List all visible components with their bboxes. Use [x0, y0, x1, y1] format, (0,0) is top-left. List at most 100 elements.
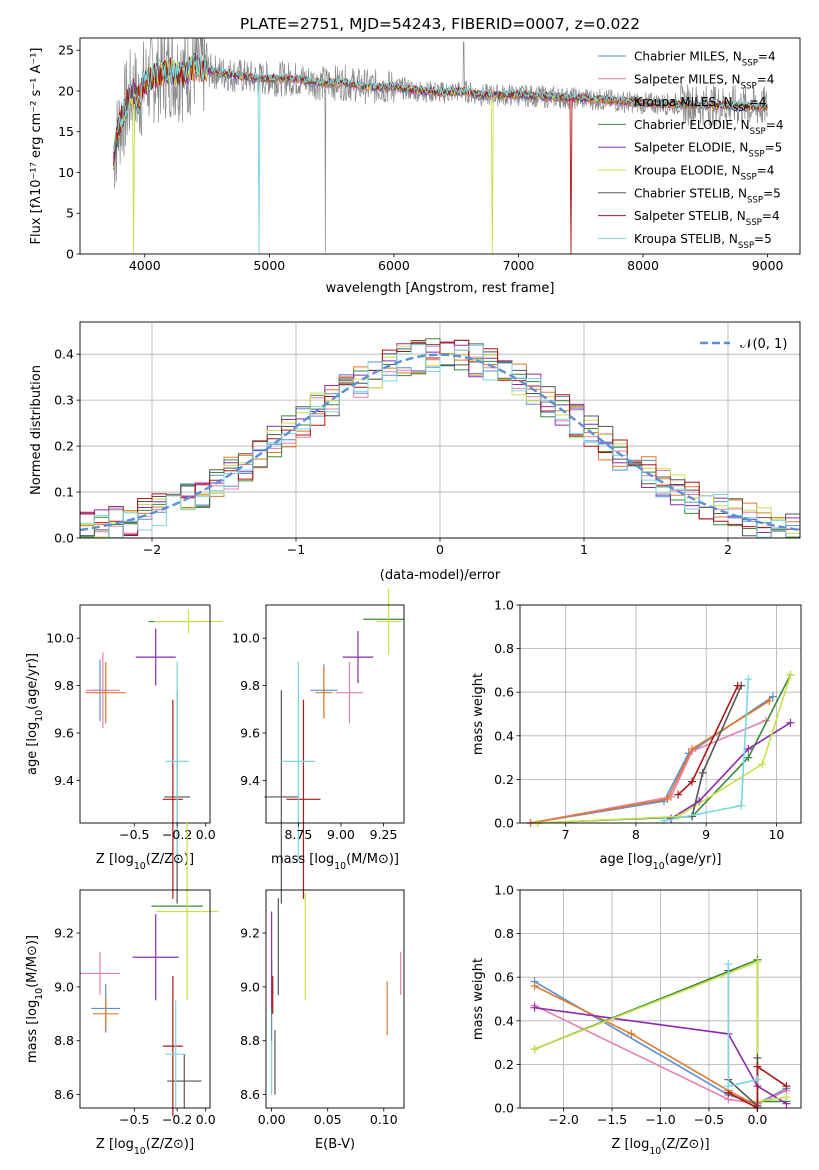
x-tick-label: 5000 — [253, 258, 285, 273]
error-bar-point — [154, 609, 223, 634]
error-bar-point — [264, 690, 299, 904]
mass-vs-ebv-axes-frame — [265, 889, 405, 1109]
spectrum-axes-plot — [113, 38, 768, 254]
error-bar-point — [135, 628, 176, 686]
error-bar-point — [315, 666, 333, 719]
x-tick-label: 0.10 — [370, 1112, 398, 1127]
x-tick-label: −1.5 — [597, 1112, 627, 1127]
error-bar-point — [132, 914, 179, 1001]
y-tick-label: 0.3 — [54, 393, 74, 408]
y-axis-label: Flux [fλ10⁻¹⁷ erg cm⁻² s⁻¹ A⁻¹] — [29, 48, 44, 245]
series-line-chabrier-miles — [534, 980, 787, 1105]
x-axis-label: wavelength [Angstrom, rest frame] — [326, 281, 555, 296]
plus-marker — [530, 1003, 539, 1012]
y-tick-label: 9.4 — [240, 773, 260, 788]
plus-marker — [737, 801, 746, 810]
error-bar-point — [281, 661, 316, 861]
y-tick-label: 9.0 — [240, 979, 260, 994]
x-tick-label: 2 — [724, 542, 732, 557]
y-tick-label: 8.6 — [240, 1087, 260, 1102]
plus-marker — [660, 816, 669, 825]
mass-weight-vs-age-axes-grid — [520, 604, 801, 824]
y-tick-label: 9.8 — [54, 678, 74, 693]
x-tick-label: 9.25 — [370, 827, 398, 842]
series-line-kroupa-stelib — [727, 964, 758, 1088]
error-bar-point — [92, 997, 119, 1030]
x-tick-label: 10 — [768, 827, 784, 842]
x-axis-label: Z [log10(Z/Z⊙)] — [96, 1137, 194, 1157]
mass-vs-z-axes-frame — [79, 889, 211, 1109]
x-tick-label: −0.5 — [694, 1112, 724, 1127]
histogram-axes-plot — [80, 338, 800, 538]
age-vs-mass-axes-plot — [264, 588, 404, 904]
spectrum-legend: Chabrier MILES, NSSP=4 Salpeter MILES, NS… — [598, 50, 783, 251]
x-tick-label: −0.5 — [119, 1112, 149, 1127]
y-axis-label: age [log10(age/yr)] — [25, 653, 45, 775]
y-tick-label: 9.6 — [240, 725, 260, 740]
mass-weight-vs-age-axes: 7 8 9 10 0.0 0.2 0.4 0.6 0.8 1.0 age [log10(age/yr… — [471, 598, 802, 872]
mass-vs-ebv-axes: 0.00 0.05 0.10 8.6 8.8 9.0 9.2 E(B-V) — [240, 889, 405, 1152]
x-tick-label: 9.00 — [327, 827, 355, 842]
x-tick-label: 0.0 — [196, 1112, 216, 1127]
x-tick-label: 7000 — [503, 258, 535, 273]
plus-marker — [744, 744, 753, 753]
plus-marker — [724, 1082, 733, 1091]
error-bar-point — [80, 951, 120, 995]
series-line-salpeter-elodie — [534, 1006, 787, 1105]
y-tick-label: 0.0 — [494, 1101, 514, 1116]
x-tick-label: 8.75 — [284, 827, 312, 842]
plus-marker — [768, 692, 777, 701]
series-line-salpeter-miles — [534, 1004, 787, 1105]
x-tick-label: 0.05 — [314, 1112, 342, 1127]
age-vs-mass-axes-frame — [265, 604, 405, 824]
legend-label: Kroupa ELODIE, NSSP=4 — [634, 164, 774, 183]
y-tick-label: 0.2 — [494, 772, 514, 787]
x-axis-label: Z [log10(Z/Z⊙)] — [96, 852, 194, 872]
error-bar-point — [85, 661, 126, 724]
y-tick-label: 10 — [58, 165, 74, 180]
plus-marker — [674, 790, 683, 799]
legend-label: Kroupa STELIB, NSSP=5 — [634, 232, 772, 251]
plus-marker — [688, 744, 697, 753]
histogram-step-kroupa-stelib — [80, 344, 800, 538]
legend-label: Kroupa MILES, NSSP=4 — [634, 95, 767, 114]
mass-weight-vs-age-axes-frame — [519, 604, 802, 824]
spectrum-axes-frame — [79, 37, 801, 255]
series-line-kroupa-elodie — [534, 960, 787, 1103]
x-tick-label: −0.2 — [162, 827, 192, 842]
x-tick-label: 0.00 — [258, 1112, 286, 1127]
plus-marker — [753, 1075, 762, 1084]
y-tick-label: 0.0 — [54, 531, 74, 546]
error-bar-point — [376, 588, 401, 655]
x-axis-label: mass [log10(M/M⊙)] — [271, 852, 399, 872]
x-tick-label: −0.2 — [162, 1112, 192, 1127]
x-tick-label: −0.5 — [119, 827, 149, 842]
x-axis-label: age [log10(age/yr)] — [600, 852, 722, 872]
y-tick-label: 0.8 — [494, 641, 514, 656]
y-tick-label: 1.0 — [494, 883, 514, 898]
legend-label: Salpeter ELODIE, NSSP=5 — [634, 141, 782, 160]
chart-title: PLATE=2751, MJD=54243, FIBERID=0007, z=0… — [240, 15, 640, 33]
plus-marker — [744, 675, 753, 684]
y-tick-label: 9.2 — [240, 926, 260, 941]
y-tick-label: 8.8 — [240, 1033, 260, 1048]
error-bar-point — [286, 699, 321, 899]
y-tick-label: 0.6 — [494, 685, 514, 700]
series-line-salpeter-elodie — [670, 722, 791, 820]
plus-marker — [753, 1053, 762, 1062]
y-tick-label: 0.8 — [494, 926, 514, 941]
plus-marker — [663, 795, 672, 804]
y-tick-label: 0.6 — [494, 970, 514, 985]
x-tick-label: 9 — [702, 827, 710, 842]
error-bar-point — [155, 822, 219, 1001]
y-tick-label: 15 — [58, 124, 74, 139]
age-vs-mass-axes: 8.75 9.00 9.25 9.4 9.6 9.8 10.0 mass [log10(M/M… — [232, 588, 405, 904]
y-axis-label: mass weight — [471, 958, 486, 1040]
y-axis-label: mass weight — [471, 673, 486, 755]
x-tick-label: 6000 — [378, 258, 410, 273]
x-tick-label: 0 — [436, 542, 444, 557]
y-tick-label: 0.2 — [494, 1057, 514, 1072]
x-tick-label: 9000 — [752, 258, 784, 273]
error-bar-point — [85, 652, 120, 729]
plus-marker — [688, 777, 697, 786]
